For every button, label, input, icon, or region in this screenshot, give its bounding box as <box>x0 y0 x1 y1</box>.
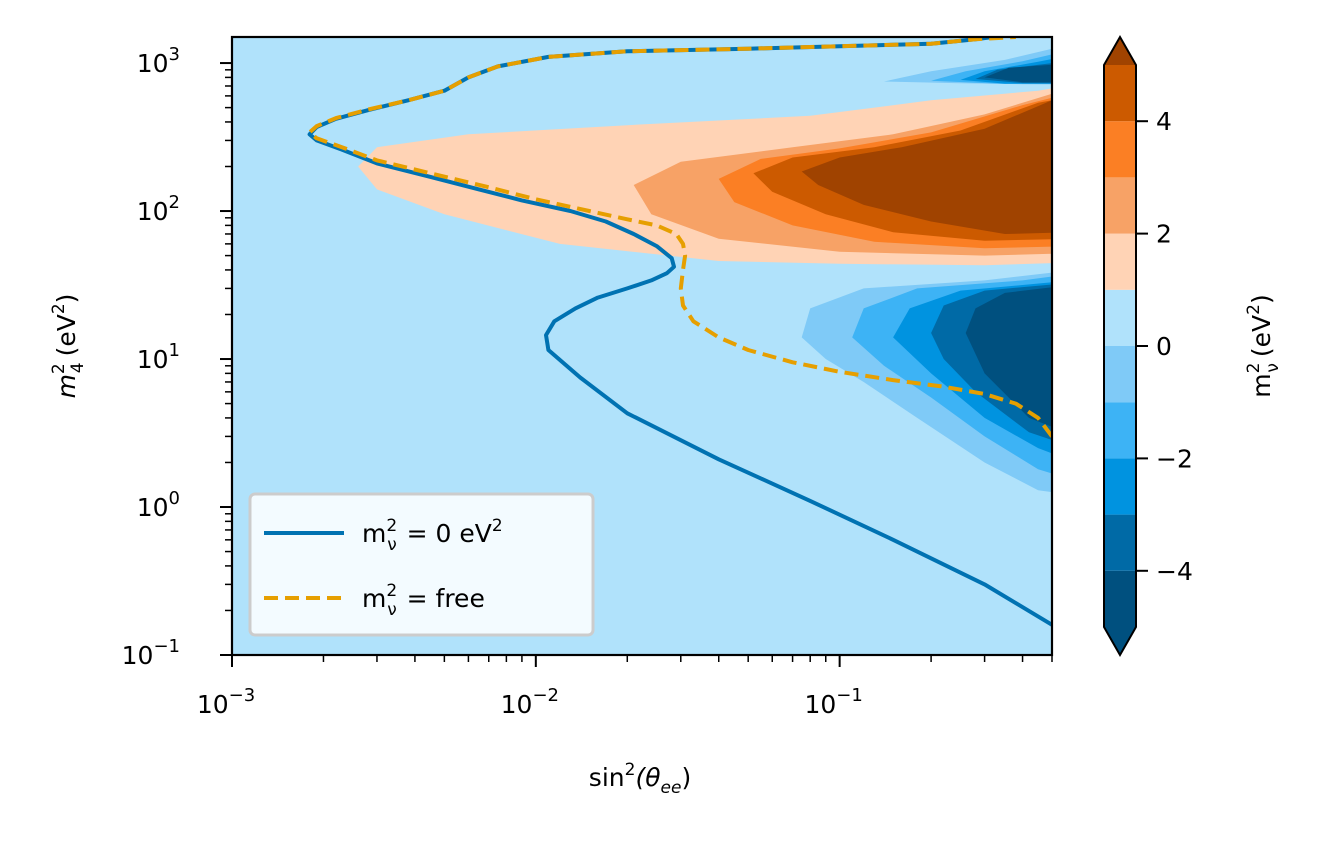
y-axis-label-unit: (eV <box>52 314 81 356</box>
colorbar-segment <box>1104 65 1136 122</box>
contour-level-below-top <box>984 64 1052 83</box>
contour-fills <box>358 48 1052 493</box>
x-axis-label-tail: ) <box>681 763 691 792</box>
x-tick-label-2: 10−1 <box>804 685 862 719</box>
plot-frame <box>230 35 1054 657</box>
y-axis-label-sub: 4 <box>68 362 88 373</box>
y-axis-label: m24(eV2) <box>49 294 88 399</box>
y-axis: 10−1 100 101 102 103 <box>122 44 232 670</box>
x-tick-label-1: 10−2 <box>501 685 559 719</box>
colorbar-extend-max <box>1104 37 1136 65</box>
x-axis-label-sup: 2 <box>625 760 636 780</box>
x-tick-label-0: 10−3 <box>197 685 255 719</box>
colorbar-ticks: −4 −2 0 2 4 <box>1136 107 1193 586</box>
colorbar-segment <box>1104 402 1136 459</box>
colorbar-extend-min <box>1104 627 1136 655</box>
legend-box <box>248 492 595 637</box>
colorbar-segment <box>1104 121 1136 178</box>
contour-level-above <box>801 100 1052 234</box>
colorbar-tick-label-0: −4 <box>1156 557 1193 586</box>
colorbar-outline <box>1103 34 1137 658</box>
colorbar-segment <box>1104 289 1136 346</box>
colorbar-segment <box>1104 177 1136 234</box>
colorbar-segment <box>1104 458 1136 515</box>
y-tick-label-3: 102 <box>137 192 180 226</box>
colorbar-segment <box>1104 346 1136 403</box>
x-axis: 10−3 10−2 10−1 <box>197 655 1053 719</box>
colorbar-tick-label-3: 2 <box>1156 220 1172 249</box>
exclusion-curves <box>307 37 1052 627</box>
x-axis-label-sub: ee <box>661 778 682 798</box>
y-axis-label-sup: 2 <box>49 363 69 374</box>
y-tick-label-0: 10−1 <box>122 636 180 670</box>
x-axis-label-mid: (θ <box>635 763 660 792</box>
colorbar-segment <box>1104 233 1136 290</box>
legend: m2 ν = 0 eV2 m2 ν = free <box>248 492 595 637</box>
x-axis-label-base: sin <box>589 763 625 792</box>
colorbar-label: m2ν(eV2) <box>1244 294 1283 398</box>
series-line-free <box>307 37 1052 438</box>
colorbar-tick-label-4: 4 <box>1156 107 1172 136</box>
y-axis-label-unit-sup: 2 <box>49 303 69 314</box>
colorbar-segment <box>1104 514 1136 571</box>
y-tick-label-2: 101 <box>137 340 180 374</box>
colorbar-tick-label-2: 0 <box>1156 332 1172 361</box>
colorbar-segment <box>1104 570 1136 627</box>
legend-label-0: m2 ν = 0 eV2 <box>362 516 503 555</box>
y-tick-label-4: 103 <box>137 44 180 78</box>
legend-label-1: m2 ν = free <box>362 581 485 620</box>
y-tick-label-1: 100 <box>137 488 180 522</box>
y-axis-label-base: m <box>52 374 81 398</box>
x-axis-label: sin2(θee) <box>589 760 691 798</box>
colorbar <box>1103 34 1137 658</box>
series-line-zero <box>307 37 1052 627</box>
y-axis-label-tail: ) <box>52 294 81 304</box>
colorbar-tick-label-1: −2 <box>1156 444 1193 473</box>
contour-level-below <box>965 287 1052 427</box>
